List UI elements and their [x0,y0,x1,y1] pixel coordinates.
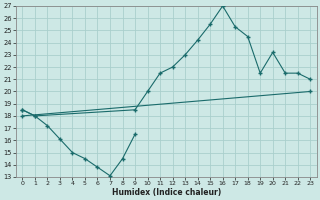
X-axis label: Humidex (Indice chaleur): Humidex (Indice chaleur) [112,188,221,197]
